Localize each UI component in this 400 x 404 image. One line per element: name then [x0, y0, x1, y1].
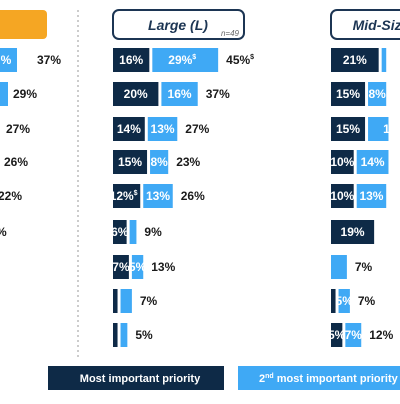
bar-second-most-label: %	[1, 53, 12, 67]
bar-most-important	[113, 117, 145, 141]
midsize-panel-title: Mid-Size	[353, 17, 400, 33]
bar-second-most-label: 29%$	[168, 53, 196, 67]
bar-total-label: 7%	[140, 294, 158, 308]
bar-total-label: 22%	[0, 189, 22, 203]
bar-most-important-label: 15%	[336, 87, 360, 101]
bar-second-most-label: 5%	[336, 294, 354, 308]
bar-total-label: 7%	[358, 294, 376, 308]
bar-most-important-label: 12%$	[110, 189, 138, 203]
bar-most-important	[113, 48, 150, 72]
bar-most-important-label: 21%	[343, 53, 367, 67]
bar-most-important	[331, 82, 366, 106]
bar-second-most	[0, 82, 8, 106]
bar-second-most	[120, 289, 132, 313]
bar-second-most	[338, 289, 350, 313]
bar-most-important-label: 20%	[124, 87, 148, 101]
bar-second-most	[147, 117, 178, 141]
large-panel-n: n=49	[221, 29, 240, 38]
bar-second-most	[356, 150, 389, 174]
bar-most-important	[113, 255, 129, 279]
bar-second-most	[143, 184, 173, 208]
large-panel-title: Large (L)	[148, 17, 208, 33]
legend-second-most-label: 2nd most important priority	[259, 373, 399, 385]
bar-total-label: 37%	[206, 87, 230, 101]
bar-second-most-label: 14%	[361, 155, 385, 169]
bar-total-label: 12%	[369, 328, 393, 342]
bar-total-label: 29%	[13, 87, 37, 101]
bar-total-label: 5%	[135, 328, 153, 342]
bar-second-most	[150, 150, 169, 174]
bar-most-important-label: 15%	[336, 122, 360, 136]
bar-most-important	[113, 323, 118, 347]
bar-most-important-label: 16%	[119, 53, 143, 67]
bar-total-label: 37%	[37, 53, 61, 67]
bar-second-most-label: 13%	[151, 122, 175, 136]
bar-second-most	[131, 255, 144, 279]
bar-second-most	[0, 48, 17, 72]
bar-most-important	[331, 150, 354, 174]
bar-most-important	[113, 82, 159, 106]
bar-second-most-label: 7%	[345, 328, 363, 342]
midsize-panel-header	[330, 9, 400, 40]
bar-second-most	[120, 323, 128, 347]
bar-most-important	[331, 48, 379, 72]
bar-second-most	[152, 48, 219, 72]
bar-second-most	[356, 184, 387, 208]
left-panel-header	[0, 10, 47, 39]
bar-second-most	[368, 82, 387, 106]
bar-most-important-label: 10%	[330, 155, 354, 169]
bar-most-important	[331, 289, 336, 313]
legend-most-important-label: Most important priority	[80, 373, 201, 385]
bar-most-important	[113, 150, 148, 174]
legend-second-most-swatch	[238, 366, 400, 390]
bar-most-important-label: 15%	[118, 155, 142, 169]
bar-most-important	[331, 184, 354, 208]
bar-most-important	[331, 323, 343, 347]
bars-layer: %37%29%27%26%22%%16%29%$45%$20%16%37%14%…	[0, 48, 394, 347]
bar-total-label: %	[0, 225, 7, 239]
bar-most-important	[113, 220, 127, 244]
bar-total-label: 27%	[185, 122, 209, 136]
bar-second-most	[161, 82, 198, 106]
large-panel-header	[112, 9, 245, 40]
bar-total-label: 13%	[151, 260, 175, 274]
bar-most-important-label: 14%	[117, 122, 141, 136]
bar-total-label: 26%	[4, 155, 28, 169]
bar-most-important-label: 10%	[330, 189, 354, 203]
bar-second-most	[381, 48, 387, 72]
bar-most-important-label: 5%	[328, 328, 346, 342]
bar-second-most-label: 13%	[359, 189, 383, 203]
bar-second-most-label: 16%	[168, 87, 192, 101]
bar-most-important	[331, 220, 375, 244]
bar-total-label: 7%	[355, 260, 373, 274]
bar-total-label: 9%	[144, 225, 162, 239]
bar-second-most-label: 8%	[368, 87, 386, 101]
bar-most-important	[331, 117, 366, 141]
bar-total-label: 26%	[181, 189, 205, 203]
bar-most-important-label: 19%	[341, 225, 365, 239]
bar-second-most-label: 8%	[150, 155, 168, 169]
bar-second-most-label-partial: 1	[383, 122, 390, 136]
bar-total-label: 23%	[176, 155, 200, 169]
bar-most-important-label: 6%	[111, 225, 129, 239]
bar-second-most	[368, 117, 389, 141]
bar-most-important-label: 7%	[112, 260, 130, 274]
bar-second-most	[331, 255, 347, 279]
bar-second-most	[345, 323, 362, 347]
bar-second-most	[129, 220, 137, 244]
bar-total-label: 27%	[6, 122, 30, 136]
bar-most-important	[113, 184, 141, 208]
bar-total-label: 45%$	[226, 53, 254, 67]
bar-second-most-label: 5%	[129, 260, 147, 274]
legend-most-important-swatch	[48, 366, 224, 390]
bar-second-most-label: 13%	[146, 189, 170, 203]
bar-most-important	[113, 289, 118, 313]
